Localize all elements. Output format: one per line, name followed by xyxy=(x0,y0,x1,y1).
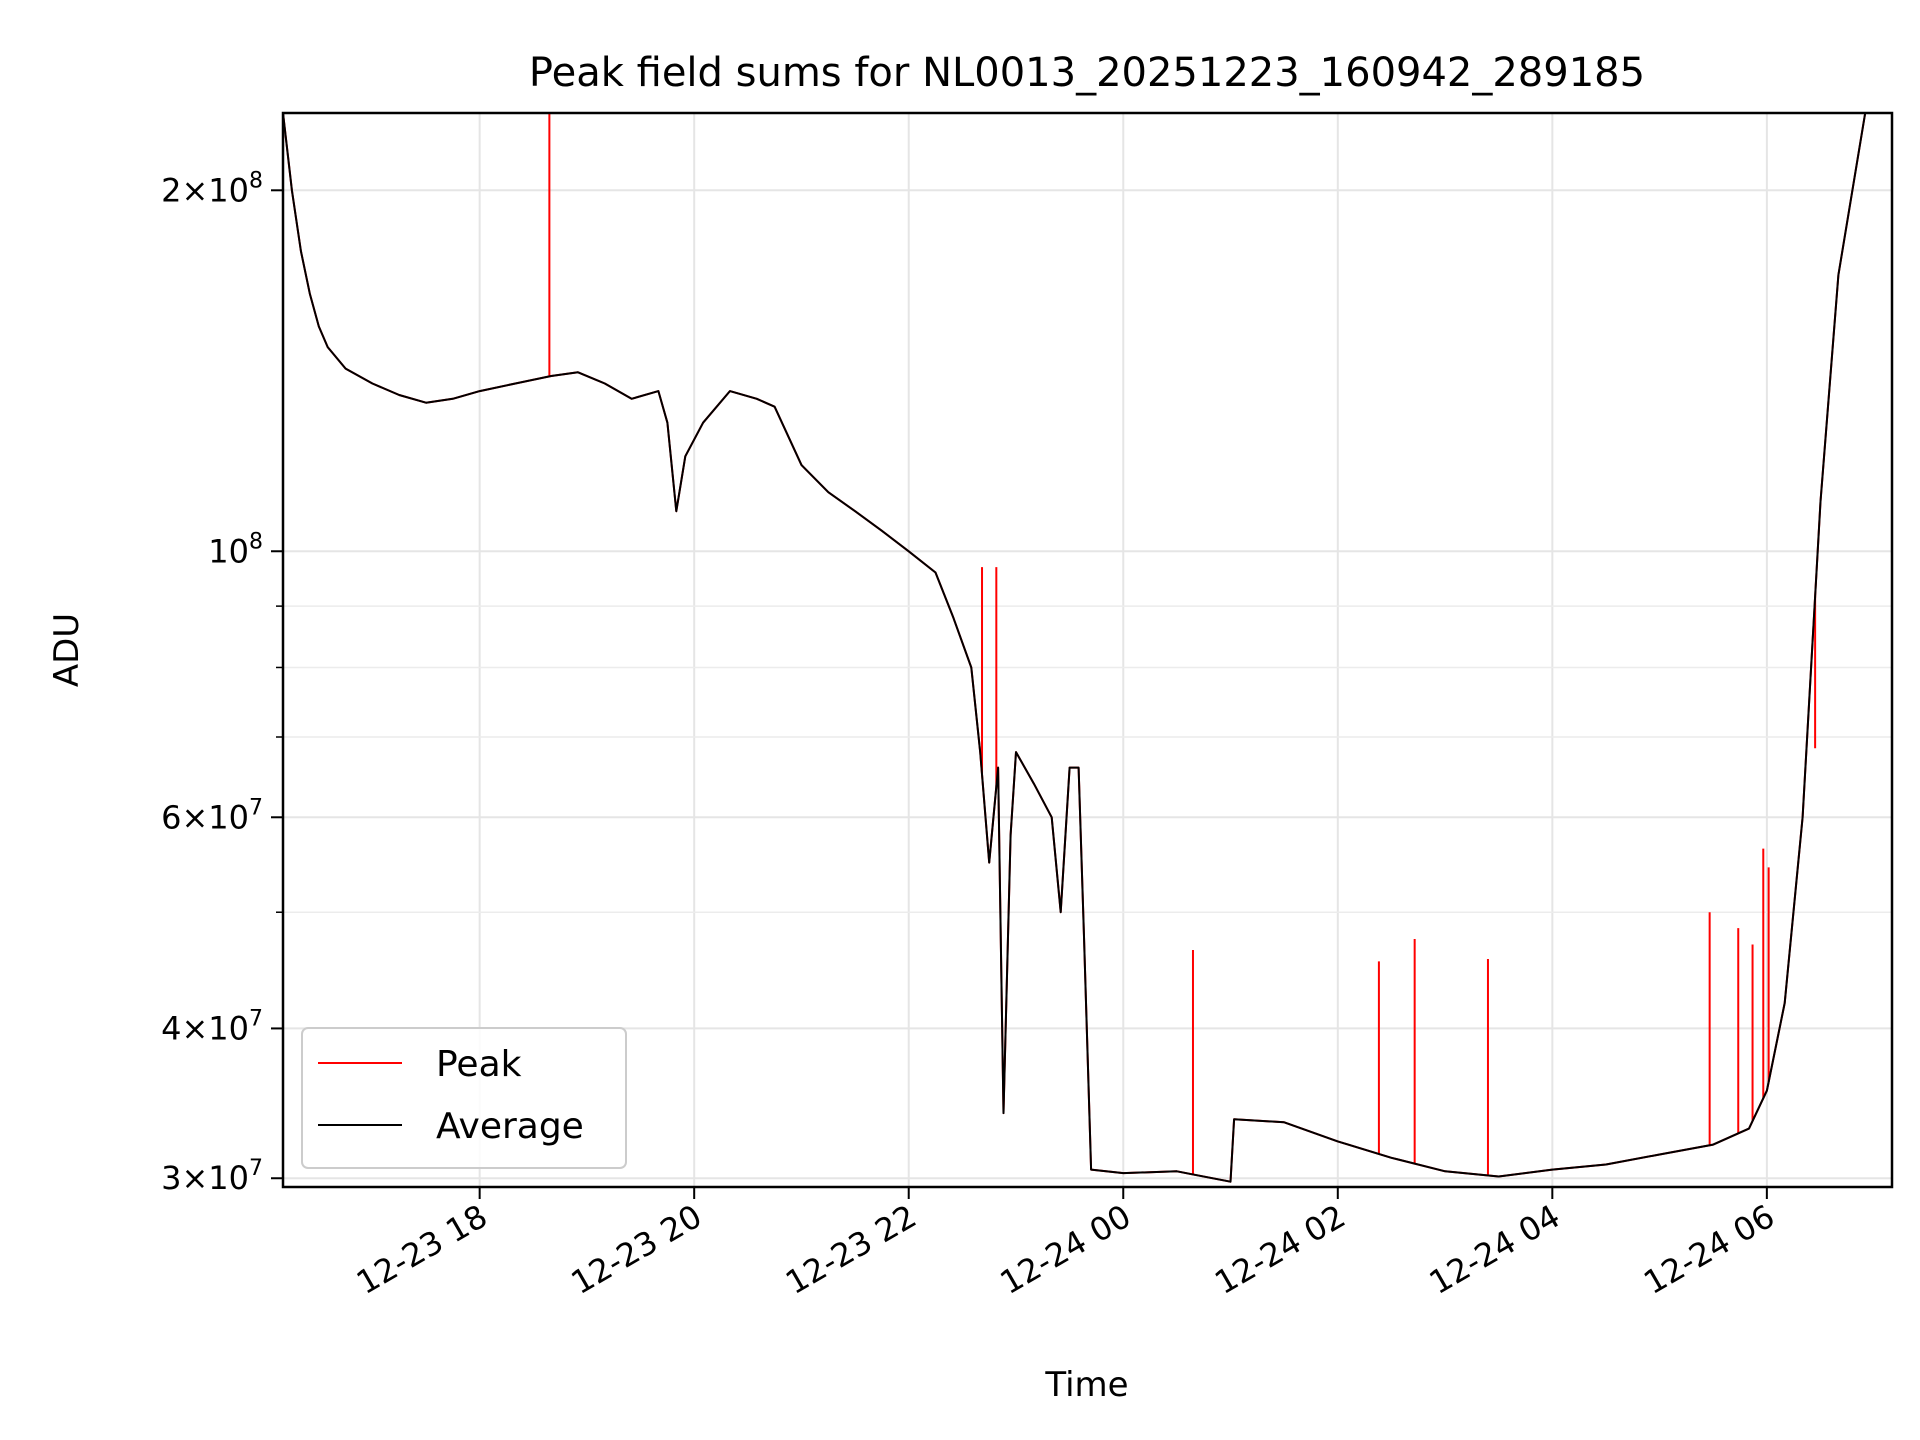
y-tick-label: 3×107 xyxy=(161,1156,263,1197)
x-axis-label: Time xyxy=(1044,1365,1128,1405)
y-tick-label: 6×107 xyxy=(161,795,263,836)
y-tick-label: 4×107 xyxy=(161,1006,263,1047)
legend-label-peak: Peak xyxy=(436,1044,522,1085)
legend: Peak Average xyxy=(301,1027,627,1169)
grid-lines xyxy=(283,113,1892,1187)
plot-series xyxy=(282,112,1867,1183)
plot-frame xyxy=(281,111,1894,1189)
y-axis-label: ADU xyxy=(47,613,87,687)
y-axis: 3×107 4×107 6×107 108 2×108 xyxy=(161,168,283,1197)
chart-title: Peak field sums for NL0013_20251223_1609… xyxy=(529,50,1645,96)
y-tick-label: 2×108 xyxy=(161,168,263,209)
legend-label-average: Average xyxy=(436,1106,584,1147)
y-tick-label: 108 xyxy=(208,529,263,570)
series-average-line xyxy=(282,112,1867,1183)
